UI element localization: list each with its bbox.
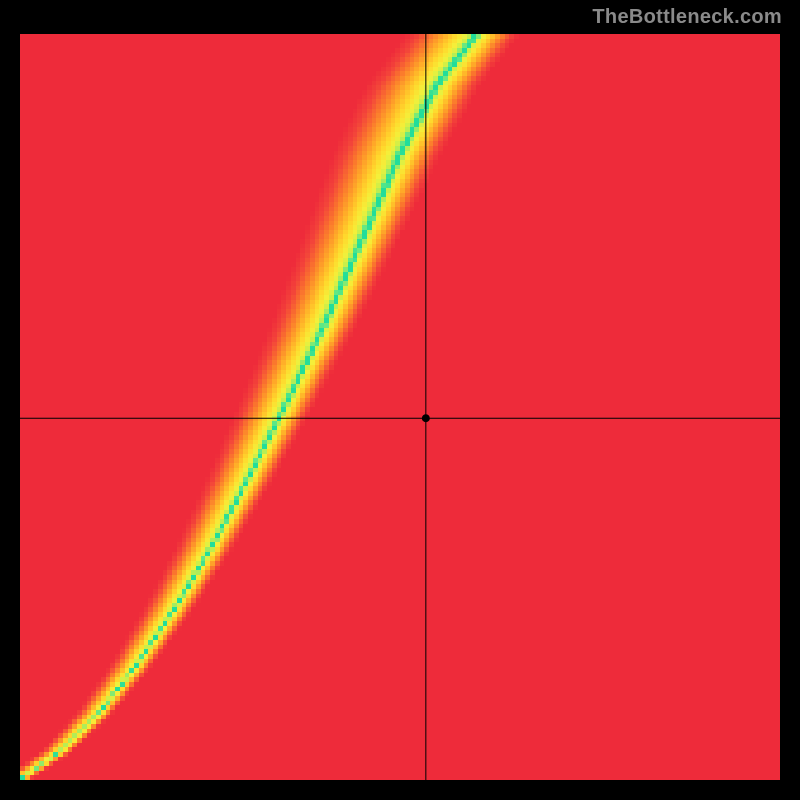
plot-area <box>20 34 780 780</box>
page-root: TheBottleneck.com <box>0 0 800 800</box>
crosshair-marker <box>422 414 430 422</box>
crosshair-overlay <box>20 34 780 780</box>
watermark-text: TheBottleneck.com <box>592 6 782 29</box>
